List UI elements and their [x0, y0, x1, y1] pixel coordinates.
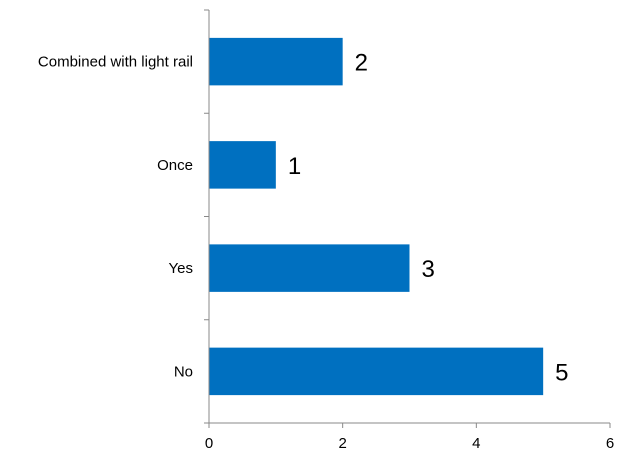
bar-1: [209, 141, 276, 189]
data-label: 5: [555, 359, 568, 386]
data-label: 2: [355, 50, 368, 77]
bar-2: [209, 244, 410, 292]
x-tick-label: 4: [472, 435, 480, 452]
bar-3: [209, 347, 544, 396]
data-label: 3: [422, 256, 435, 283]
x-tick-label: 6: [606, 435, 614, 452]
data-label: 1: [288, 153, 301, 180]
x-tick-label: 0: [205, 435, 213, 452]
category-label: Once: [157, 157, 193, 174]
x-tick-label: 2: [338, 435, 346, 452]
category-label: Combined with light rail: [38, 54, 193, 71]
category-label: Yes: [169, 260, 193, 277]
category-label: No: [174, 363, 193, 380]
bar-0: [209, 37, 343, 86]
